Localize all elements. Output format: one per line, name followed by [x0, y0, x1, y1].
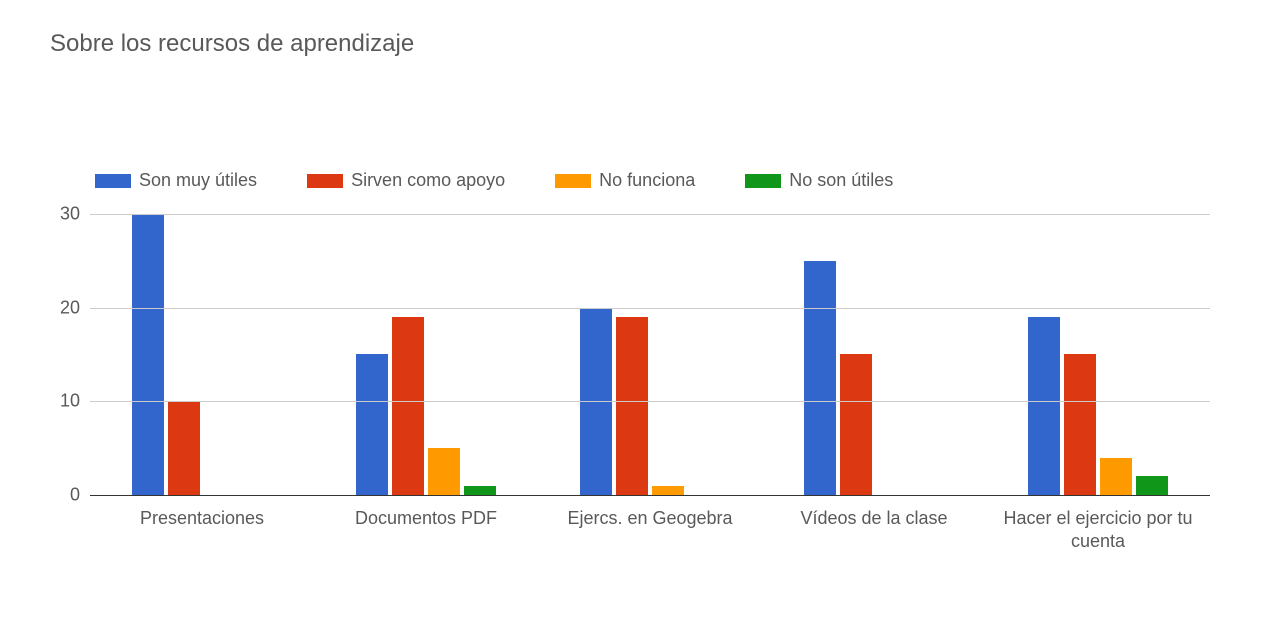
x-tick-label: Presentaciones: [92, 507, 312, 530]
y-tick-label: 30: [60, 203, 80, 224]
y-tick-label: 20: [60, 297, 80, 318]
bar: [168, 401, 200, 495]
legend-swatch: [555, 174, 591, 188]
bar: [1100, 458, 1132, 496]
bars-layer: [90, 195, 1210, 495]
bar: [1028, 317, 1060, 495]
legend-label: No funciona: [599, 170, 695, 191]
bar: [1064, 354, 1096, 495]
chart-container: Sobre los recursos de aprendizaje Son mu…: [0, 0, 1269, 621]
bar: [356, 354, 388, 495]
chart-title: Sobre los recursos de aprendizaje: [50, 30, 414, 58]
gridline: [90, 214, 1210, 215]
legend-item: No son útiles: [745, 170, 893, 191]
legend-swatch: [95, 174, 131, 188]
bar: [392, 317, 424, 495]
legend-swatch: [307, 174, 343, 188]
x-tick-label: Ejercs. en Geogebra: [540, 507, 760, 530]
bar: [616, 317, 648, 495]
legend-label: Sirven como apoyo: [351, 170, 505, 191]
legend: Son muy útiles Sirven como apoyo No funcio…: [95, 170, 893, 191]
legend-item: No funciona: [555, 170, 695, 191]
bar: [464, 486, 496, 495]
x-tick-label: Hacer el ejercicio por tu cuenta: [988, 507, 1208, 554]
bar: [1136, 476, 1168, 495]
gridline: [90, 308, 1210, 309]
legend-label: No son útiles: [789, 170, 893, 191]
bar: [804, 261, 836, 495]
bar: [132, 214, 164, 495]
gridline: [90, 401, 1210, 402]
legend-item: Son muy útiles: [95, 170, 257, 191]
legend-swatch: [745, 174, 781, 188]
legend-label: Son muy útiles: [139, 170, 257, 191]
gridline: [90, 495, 1210, 496]
bar: [652, 486, 684, 495]
x-tick-label: Vídeos de la clase: [764, 507, 984, 530]
bar: [428, 448, 460, 495]
legend-item: Sirven como apoyo: [307, 170, 505, 191]
x-tick-label: Documentos PDF: [316, 507, 536, 530]
y-tick-label: 0: [70, 485, 80, 506]
y-tick-label: 10: [60, 391, 80, 412]
bar: [840, 354, 872, 495]
plot-area: 0102030PresentacionesDocumentos PDFEjerc…: [90, 195, 1210, 495]
